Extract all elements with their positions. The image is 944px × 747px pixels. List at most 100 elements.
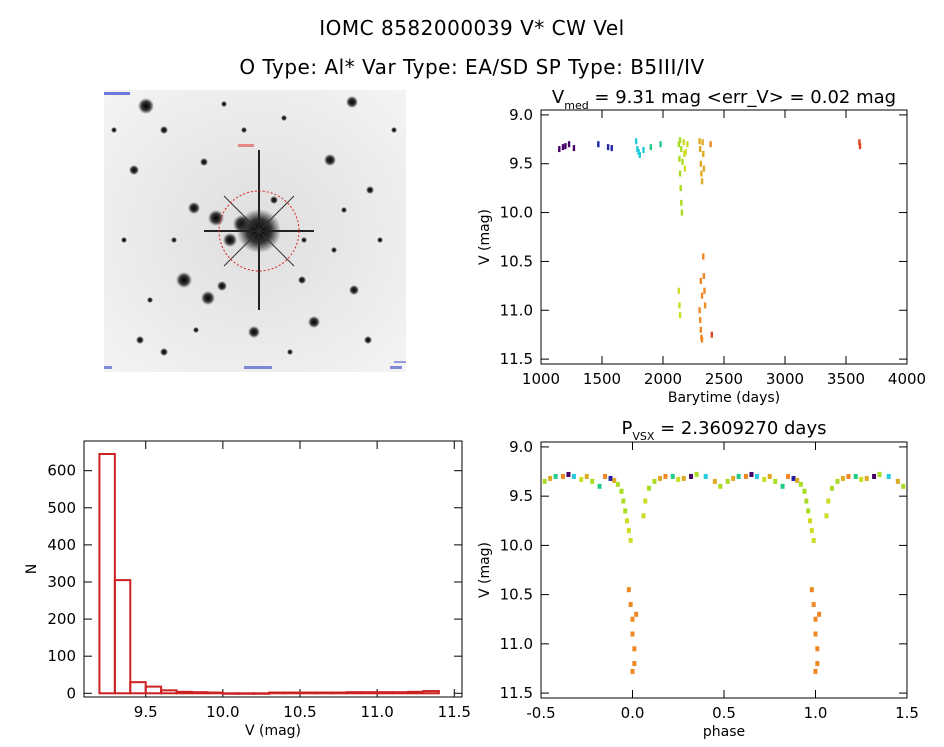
field-star	[171, 237, 177, 243]
field-star	[377, 237, 383, 243]
data-point	[670, 473, 675, 479]
data-point	[786, 473, 791, 479]
data-point	[630, 668, 635, 674]
data-point	[628, 537, 633, 543]
data-point	[649, 144, 652, 151]
data-point	[901, 483, 906, 489]
field-star	[121, 237, 127, 243]
field-star	[201, 291, 215, 305]
data-point	[680, 199, 683, 206]
hist-bar	[376, 691, 394, 695]
data-point	[641, 513, 646, 519]
data-point	[699, 317, 702, 324]
data-point	[700, 292, 704, 299]
field-star	[136, 336, 144, 344]
data-point	[701, 139, 704, 146]
data-point	[678, 155, 681, 162]
field-star	[331, 247, 337, 253]
data-point	[590, 478, 595, 484]
field-star	[200, 158, 208, 166]
data-point	[864, 475, 869, 481]
data-point	[762, 476, 767, 482]
data-point	[809, 528, 814, 534]
data-point	[680, 209, 684, 216]
data-point	[743, 473, 748, 479]
field-star	[208, 210, 224, 226]
data-point	[597, 141, 600, 148]
data-point	[678, 137, 682, 144]
data-point	[811, 601, 816, 607]
data-point	[698, 138, 701, 145]
y-tick-label: 400	[47, 536, 76, 554]
data-point	[824, 513, 829, 519]
data-point	[886, 473, 891, 479]
x-tick-label: 9.5	[134, 703, 158, 721]
data-point	[683, 150, 686, 157]
data-point	[699, 160, 703, 167]
data-point	[858, 143, 862, 150]
data-point	[566, 471, 571, 477]
data-point	[634, 138, 638, 145]
data-point	[872, 473, 877, 479]
data-point	[809, 587, 814, 593]
data-point	[638, 151, 642, 158]
x-tick-label: 1.5	[895, 704, 919, 722]
data-point	[548, 475, 553, 481]
hist-bar	[206, 691, 224, 695]
field-star	[301, 237, 307, 243]
data-point	[754, 473, 759, 479]
data-point	[699, 326, 703, 333]
data-point	[564, 143, 567, 150]
field-star	[138, 98, 154, 114]
data-point	[561, 144, 565, 151]
hist-bar	[299, 691, 317, 695]
data-point	[626, 587, 631, 593]
data-point	[634, 611, 639, 617]
data-point	[703, 473, 708, 479]
target-circle	[218, 190, 300, 272]
data-point	[811, 537, 816, 543]
lightcurve-chart: 1000 1500 2000 2500 3000 3500 4000 9.0 9.5 10.0 10…	[477, 87, 926, 406]
x-tick-label: 3500	[827, 370, 865, 388]
hist-bar	[191, 691, 209, 695]
plot-title-main: V	[552, 87, 565, 108]
hist-bar	[221, 692, 240, 695]
corner-mark-tl	[104, 92, 130, 95]
y-tick-label: 10.5	[500, 586, 533, 604]
hist-bar	[113, 579, 132, 695]
data-point	[626, 528, 631, 534]
x-tick-label: 3000	[766, 370, 804, 388]
data-point	[677, 141, 681, 148]
data-point	[678, 170, 682, 177]
y-tick-label: 300	[47, 573, 76, 591]
y-tick-label: 10.5	[500, 252, 533, 270]
data-point	[698, 307, 701, 314]
hist-bar	[345, 691, 363, 695]
data-point	[558, 146, 561, 153]
data-point	[846, 473, 851, 479]
data-point	[652, 478, 657, 484]
data-point	[682, 139, 685, 146]
header-line-1: IOMC 8582000039 V* CW Vel	[319, 16, 625, 40]
data-point	[632, 661, 637, 667]
data-point	[813, 631, 818, 637]
data-point	[702, 253, 705, 260]
data-point	[608, 475, 613, 481]
plot-title-subscript: VSX	[632, 430, 655, 443]
data-point	[642, 147, 645, 154]
y-axis-label: N	[24, 564, 40, 574]
data-point	[709, 141, 712, 148]
field-star	[364, 336, 372, 344]
field-star	[270, 196, 278, 204]
plot-title-rest: = 9.31 mag <err_V> = 0.02 mag	[589, 87, 896, 108]
x-tick-label: 4000	[888, 370, 926, 388]
hist-bar	[391, 691, 410, 695]
sky-image-svg	[104, 90, 406, 372]
plot-title: Vmed = 9.31 mag <err_V> = 0.02 mag	[552, 87, 896, 112]
hist-bar	[160, 689, 178, 695]
data-point	[853, 473, 858, 479]
field-star	[111, 127, 117, 133]
y-tick-label: 11.5	[500, 350, 533, 368]
y-tick-label: 600	[47, 462, 76, 480]
y-tick-label: 0	[66, 684, 76, 702]
